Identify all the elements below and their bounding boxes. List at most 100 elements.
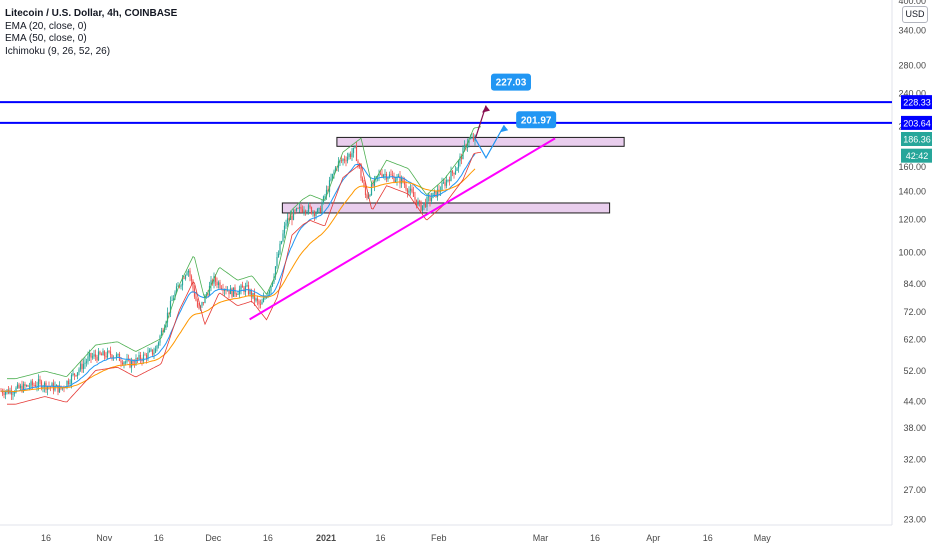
candle-body [24, 383, 26, 387]
candle-body [364, 186, 367, 195]
ichimoku-span-b [7, 151, 482, 405]
candle-body [66, 380, 68, 387]
ema20-line [0, 153, 476, 393]
candle-body [169, 300, 172, 313]
price-axis-label-box [901, 115, 932, 130]
candle-body [282, 233, 284, 242]
candle-body [469, 138, 472, 140]
y-tick-label: 23.00 [903, 514, 926, 524]
candle-body [15, 387, 17, 393]
candle-body [12, 393, 14, 395]
candle-body [303, 210, 305, 212]
candle-body [315, 213, 317, 216]
candle-body [405, 184, 407, 190]
candle-body [172, 298, 175, 301]
currency-button[interactable]: USD [902, 6, 928, 23]
candle-body [138, 354, 140, 360]
symbol-title[interactable]: Litecoin / U.S. Dollar, 4h, COINBASE [5, 8, 178, 19]
support-trendline [249, 137, 556, 321]
projection-label-box [516, 111, 557, 129]
candle-body [150, 349, 152, 351]
candle-body [51, 383, 53, 387]
candle-body [447, 179, 449, 181]
candle-body [388, 174, 391, 178]
candle-body [351, 153, 353, 157]
indicator-ema20-label[interactable]: EMA (20, close, 0) [5, 20, 87, 32]
candle-body [457, 161, 460, 169]
candle-body [57, 385, 59, 393]
candle-body [349, 154, 352, 157]
candle-body [151, 349, 154, 355]
candle-body [279, 243, 281, 254]
projection-arrow [481, 105, 490, 113]
candle-body [115, 354, 118, 358]
candle-body [352, 147, 355, 154]
candle-body [43, 382, 46, 388]
candle-body [39, 379, 41, 382]
candle-body [286, 218, 289, 224]
candle-body [442, 182, 445, 184]
candle-body [207, 294, 209, 296]
candle-body [301, 209, 304, 212]
candle-body [406, 189, 409, 193]
candle-body [472, 137, 475, 141]
candle-body [429, 196, 431, 201]
candle-body [354, 146, 356, 148]
price-axis-label-box [901, 95, 932, 110]
y-tick-label: 44.00 [903, 397, 926, 407]
price-axis-label: 228.33 [903, 98, 931, 108]
indicator-ema50-label[interactable]: EMA (50, close, 0) [5, 33, 87, 44]
candle-body [42, 387, 44, 389]
y-tick-label: 27.00 [903, 485, 926, 495]
candle-body [355, 146, 358, 161]
candle-body [21, 385, 23, 392]
candle-body [292, 210, 295, 220]
candle-body [148, 350, 151, 353]
candle-body [444, 182, 446, 186]
candle-body [36, 385, 38, 387]
candle-body [460, 156, 463, 160]
candle-body [76, 372, 79, 377]
candle-body [448, 179, 451, 182]
candle-body [451, 170, 454, 173]
candle-body [297, 208, 299, 209]
candle-body [123, 362, 125, 365]
ichimoku-span-a [7, 126, 482, 380]
candle-body [226, 290, 229, 292]
candle-body [97, 351, 100, 361]
candle-body [379, 173, 382, 175]
candle-body [427, 196, 430, 198]
candle-body [87, 356, 89, 362]
candle-body [319, 207, 322, 213]
candle-body [403, 182, 406, 185]
candle-body [418, 201, 421, 202]
candle-body [198, 306, 200, 309]
candle-body [250, 290, 253, 298]
candle-body [253, 292, 256, 301]
candle-body [102, 351, 104, 356]
candle-body [82, 363, 85, 370]
candle-body [210, 280, 212, 286]
candle-body [394, 180, 397, 182]
candle-body [268, 290, 271, 294]
resistance-zone [336, 136, 625, 147]
candle-body [400, 177, 403, 184]
candle-body [166, 312, 169, 323]
candle-body [117, 353, 119, 355]
candle-body [79, 363, 82, 370]
candle-body [216, 281, 218, 286]
x-tick-label: Dec [205, 533, 222, 543]
candle-body [25, 385, 28, 387]
candle-body [348, 154, 350, 158]
indicator-ichimoku-label[interactable]: Ichimoku (9, 26, 52, 26) [5, 45, 111, 57]
price-axis-label: 186.36 [903, 135, 931, 145]
candle-body [433, 190, 436, 193]
candle-body [264, 297, 266, 299]
candle-body [175, 286, 178, 293]
candle-body [243, 287, 245, 293]
candle-body [129, 359, 131, 368]
candle-body [454, 170, 457, 175]
candle-body [294, 210, 296, 212]
candle-body [106, 350, 109, 358]
